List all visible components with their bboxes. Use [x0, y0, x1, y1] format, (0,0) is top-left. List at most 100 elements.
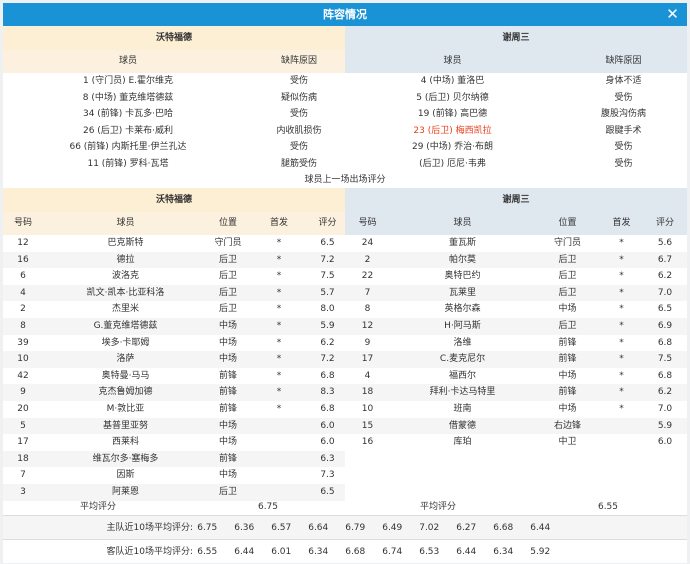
player-row: 7 瓦莱里 后卫 * 7.0 — [345, 284, 687, 302]
recent-label: 客队近10场平均评分: — [106, 547, 194, 557]
away-injury-table: 谢周三 球员 缺阵原因 4 (中场) 董洛巴 身体不适 5 (后卫) 贝尔纳德 受伤 19… — [345, 26, 687, 173]
rating-cell: 6.3 — [320, 453, 335, 464]
player-name: 29 (中场) 乔治·布朗 — [411, 142, 494, 153]
start-cell: * — [276, 238, 282, 248]
player-cell: 因斯 — [116, 470, 135, 481]
col-player: 球员 — [443, 56, 462, 66]
num-cell: 7 — [364, 287, 371, 298]
pos-cell: 中场 — [558, 403, 577, 414]
player-row: 7 因斯 中场 7.3 — [3, 467, 345, 484]
start-cell: * — [276, 287, 282, 298]
num-cell: 17 — [17, 437, 29, 448]
start-cell: * — [276, 387, 282, 398]
player-row: 4 凯文·凯本·比亚科洛 后卫 * 5.7 — [3, 284, 345, 302]
pos-cell: 右边锋 — [553, 420, 581, 431]
injury-row: 8 (中场) 董克维塔德兹 疑似伤病 — [3, 90, 345, 107]
col-player: 球员 — [116, 218, 135, 228]
home-avg: 6.75 — [257, 502, 279, 512]
pos-cell: 前锋 — [558, 354, 577, 365]
num-cell: 3 — [20, 486, 26, 497]
pos-cell: 守门员 — [553, 238, 581, 248]
rating-cell: 6.9 — [657, 320, 673, 331]
pos-cell: 前锋 — [218, 453, 237, 464]
rating-cell: 6.8 — [320, 403, 335, 414]
player-name: 11 (前锋) 罗科·瓦塔 — [87, 158, 169, 169]
absence-reason: 跟腱手术 — [605, 125, 642, 136]
col-pos: 位置 — [558, 218, 577, 228]
player-cell: 洛萨 — [116, 354, 135, 365]
pos-cell: 后卫 — [218, 304, 237, 315]
start-cell: * — [276, 403, 282, 414]
start-cell: * — [619, 287, 624, 298]
recent-rating: 6.74 — [382, 547, 403, 557]
player-row: 12 巴克斯特 守门员 * 6.5 — [3, 235, 345, 252]
col-player: 球员 — [118, 56, 137, 66]
col-player: 球员 — [453, 218, 472, 228]
num-cell: 2 — [364, 254, 371, 265]
rating-cell: 7.0 — [657, 287, 673, 298]
player-name: 66 (前锋) 内斯托里·伊兰孔达 — [69, 142, 187, 153]
player-cell: 维瓦尔多·塞梅多 — [92, 453, 159, 464]
lineup-dialog: 阵容情况 ✕ 沃特福德 球员 缺阵原因 1 (守门员) E.霍尔维克 受伤 8 (中场… — [3, 3, 687, 563]
absence-reason: 疑似伤病 — [280, 92, 317, 103]
rating-cell: 8.3 — [320, 387, 335, 398]
start-cell: * — [276, 354, 282, 365]
injury-row: 5 (后卫) 贝尔纳德 受伤 — [345, 90, 687, 107]
home-lineup-table: 沃特福德 号码 球员 位置 首发 评分 12 巴克斯特 守门员 * 6.5 16 德拉 后卫 * 7.2 6… — [3, 188, 345, 501]
start-cell: * — [619, 320, 624, 331]
close-icon[interactable]: ✕ — [666, 5, 679, 23]
pos-cell: 后卫 — [218, 254, 237, 265]
player-cell: 借蒙德 — [448, 420, 476, 431]
away-lineup-table: 谢周三 号码 球员 位置 首发 评分 24 董瓦斯 守门员 * 5.6 2 帕尔莫 后卫 * 6.7 22 奥… — [345, 188, 687, 451]
rating-cell: 5.9 — [320, 320, 335, 331]
injury-row: 1 (守门员) E.霍尔维克 受伤 — [3, 73, 345, 90]
recent-rating: 6.75 — [197, 523, 218, 533]
rating-cell: 7.2 — [320, 254, 335, 265]
absence-reason: 受伤 — [289, 109, 308, 120]
recent-rating: 6.79 — [345, 523, 366, 533]
player-cell: 董瓦斯 — [448, 238, 476, 248]
num-cell: 12 — [361, 320, 374, 331]
player-cell: 帕尔莫 — [448, 254, 476, 265]
team-name: 沃特福德 — [3, 26, 345, 50]
start-cell — [248, 451, 310, 468]
pos-cell: 前锋 — [558, 387, 577, 398]
player-cell: 奥特曼·马马 — [101, 370, 150, 381]
average-row: 平均评分 6.75 平均评分 6.55 — [3, 500, 687, 515]
player-name: (后卫) 厄尼·韦弗 — [419, 158, 486, 169]
start-cell: * — [276, 304, 282, 315]
col-rating: 评分 — [655, 218, 674, 228]
start-cell — [248, 467, 310, 484]
start-cell — [248, 418, 310, 435]
num-cell: 8 — [20, 320, 26, 331]
rating-cell: 6.0 — [657, 437, 673, 448]
player-row: 9 克杰鲁姆加德 前锋 * 8.3 — [3, 384, 345, 401]
rating-cell: 6.5 — [657, 304, 673, 315]
pos-cell: 中场 — [218, 320, 237, 331]
player-row: 10 洛萨 中场 * 7.2 — [3, 351, 345, 368]
recent-rating: 6.68 — [493, 523, 514, 533]
pos-cell: 中场 — [558, 370, 577, 381]
start-cell — [248, 434, 310, 451]
rating-cell: 7.3 — [320, 470, 335, 481]
player-cell: C.麦克尼尔 — [439, 354, 486, 365]
start-cell: * — [619, 403, 624, 414]
recent-rating: 6.55 — [197, 547, 218, 557]
num-cell: 4 — [20, 287, 26, 298]
player-row: 16 库珀 中卫 6.0 — [345, 434, 687, 451]
rating-cell: 6.5 — [320, 486, 335, 497]
rating-cell: 7.2 — [320, 354, 335, 365]
player-cell: H·阿马斯 — [444, 320, 481, 331]
rating-note: 球员上一场出场评分 — [304, 175, 386, 185]
player-name: 23 (后卫) 梅西凯拉 — [413, 125, 492, 136]
player-cell: 西莱科 — [111, 437, 139, 448]
rating-cell: 7.5 — [657, 354, 673, 365]
col-num: 号码 — [13, 218, 32, 228]
rating-cell: 6.0 — [320, 437, 335, 448]
injury-row: 29 (中场) 乔治·布朗 受伤 — [345, 139, 687, 156]
player-cell: 库珀 — [453, 437, 472, 448]
num-cell: 5 — [20, 420, 26, 431]
start-cell: * — [619, 370, 624, 381]
pos-cell: 中卫 — [558, 437, 577, 448]
pos-cell: 中场 — [218, 354, 237, 365]
